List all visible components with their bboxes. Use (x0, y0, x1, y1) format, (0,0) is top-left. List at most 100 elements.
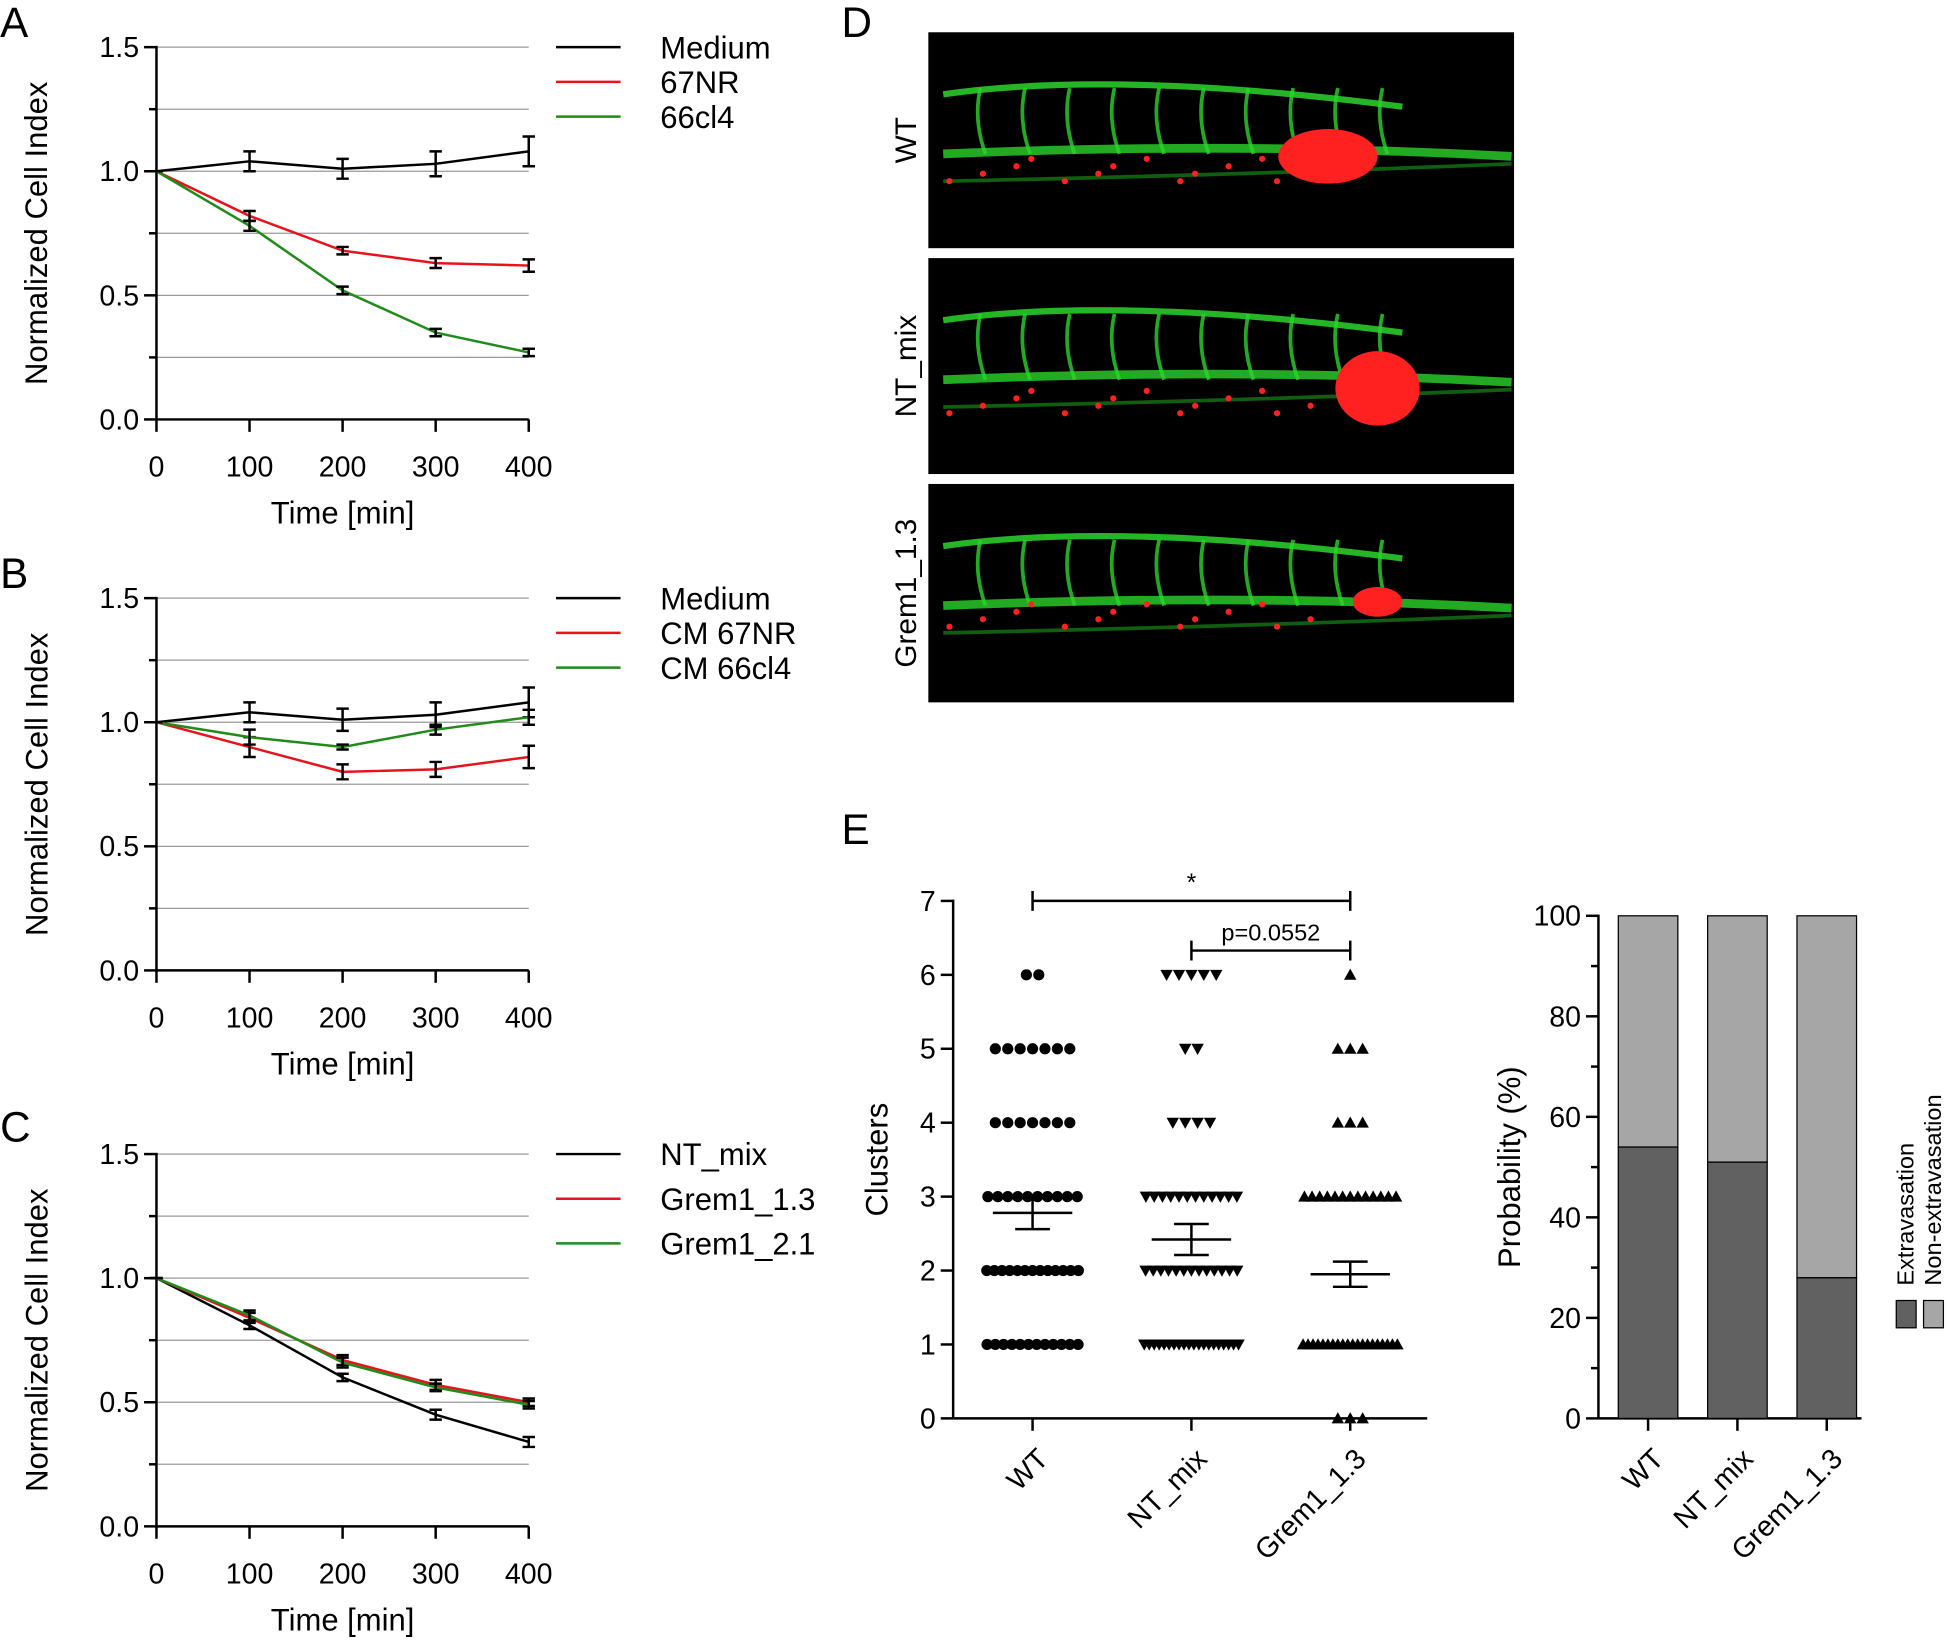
error-bar (429, 150, 442, 178)
dot (1172, 1191, 1186, 1203)
dot (996, 1264, 1008, 1277)
image-panel (928, 258, 1515, 475)
dot (1042, 1264, 1054, 1277)
sem-bar (1015, 1195, 1050, 1231)
tumor-cell (1225, 163, 1232, 170)
tumor-cell (1028, 601, 1035, 608)
vessel (943, 613, 1512, 635)
sem-bar (1332, 1260, 1368, 1289)
dot (1139, 1191, 1153, 1203)
tumor-cell (946, 410, 953, 417)
vessel (1288, 539, 1300, 607)
dot-group (1331, 1042, 1369, 1054)
dot (1072, 1264, 1084, 1277)
tumor-cell (1028, 387, 1035, 394)
bar-segment (1707, 1161, 1768, 1420)
tumor-cell (1259, 155, 1266, 162)
error-bar (243, 150, 256, 173)
dot (1006, 1338, 1018, 1351)
error-bar (336, 157, 349, 180)
dot (1002, 1191, 1014, 1203)
dot (1331, 1116, 1345, 1128)
vessel (942, 307, 1403, 336)
error-bar (429, 723, 442, 736)
vessel (1154, 87, 1166, 155)
y-axis-label: Clusters (859, 1103, 894, 1217)
error-bar (429, 760, 442, 779)
dot (1164, 1191, 1177, 1203)
vessel (1199, 313, 1211, 381)
dot-group (1331, 1412, 1369, 1424)
dot (1020, 969, 1032, 981)
x-tick-label: 400 (505, 1002, 553, 1034)
x-tick-label: 300 (412, 1002, 460, 1034)
error-bar (522, 1399, 535, 1410)
dot (1197, 1191, 1211, 1203)
dot (1232, 1339, 1245, 1351)
significance-bracket (1031, 890, 1352, 911)
error-bar (336, 1356, 349, 1369)
dot (1214, 1191, 1227, 1203)
tumor-cells (1352, 586, 1403, 617)
tumor-cell (1307, 170, 1314, 177)
dot (1064, 1043, 1076, 1055)
dot (1047, 1338, 1059, 1351)
legend-swatch (1922, 1299, 1945, 1329)
error-bar (522, 708, 535, 726)
dot-group (989, 1117, 1076, 1129)
dot-group (981, 1264, 1084, 1277)
tumor-cell (979, 616, 987, 623)
dot-group (1331, 1116, 1369, 1128)
y-tick-label: 7 (920, 886, 936, 918)
y-tick-label: 1.0 (99, 707, 139, 739)
y-tick-label: 0.5 (99, 280, 139, 312)
vessel (1109, 539, 1122, 607)
dot-group (981, 1338, 1084, 1351)
dot-group (1298, 1190, 1403, 1202)
dot (1039, 1043, 1051, 1055)
dot (989, 1117, 1001, 1129)
vessel (1020, 87, 1032, 155)
y-tick-label: 4 (920, 1108, 936, 1140)
y-axis-label: Normalized Cell Index (19, 632, 54, 936)
dot (1014, 1117, 1026, 1129)
dot (1039, 1117, 1051, 1129)
image-content (942, 307, 1512, 426)
x-tick-label: 400 (505, 452, 553, 484)
panel-label: E (841, 806, 869, 853)
dot (1172, 969, 1186, 982)
x-tick-label: NT_mix (1668, 1443, 1760, 1535)
vessel (942, 81, 1403, 110)
error-bar (429, 1382, 442, 1393)
tumor-cell (979, 170, 987, 177)
dot (1156, 1191, 1169, 1203)
legend-label: 66cl4 (660, 100, 734, 135)
dot (1344, 1412, 1357, 1424)
vessel (943, 595, 1512, 613)
y-tick-label: 80 (1549, 1001, 1581, 1033)
bar-segment (1796, 915, 1858, 1279)
vessel (1065, 539, 1077, 607)
dot (1356, 1116, 1369, 1128)
dot-group (1344, 968, 1357, 980)
vessel (1154, 539, 1166, 607)
dot (989, 1043, 1001, 1055)
dot (1014, 1338, 1026, 1351)
dot (1181, 1191, 1194, 1203)
vessel (1065, 87, 1077, 155)
dot (1055, 1338, 1068, 1351)
series-line (156, 1277, 529, 1406)
legend-swatch (1895, 1299, 1917, 1329)
y-tick-label: 3 (920, 1182, 936, 1214)
tumor-cells (1335, 351, 1420, 426)
y-tick-label: 0 (920, 1403, 936, 1435)
error-bar (243, 209, 256, 223)
dot (1160, 969, 1173, 982)
dot (1002, 1117, 1014, 1129)
y-tick-label: 40 (1549, 1202, 1581, 1234)
error-bar (336, 763, 349, 781)
y-tick-label: 0.0 (99, 404, 139, 436)
x-tick-label: 200 (319, 1558, 367, 1590)
tumor-cell (1177, 410, 1184, 417)
dot (1019, 1264, 1031, 1277)
